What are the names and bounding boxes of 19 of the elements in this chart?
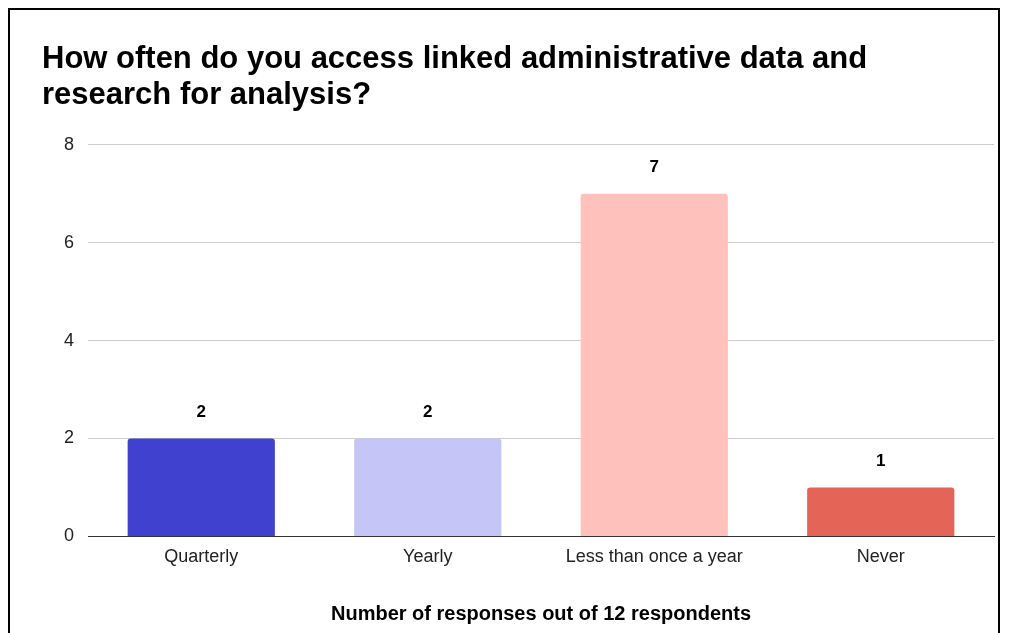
y-tick-label: 0 — [64, 525, 75, 546]
bar — [807, 487, 955, 536]
bar — [354, 438, 502, 536]
data-label: 7 — [649, 156, 659, 176]
data-label: 2 — [423, 401, 433, 421]
x-tick-label: Never — [856, 546, 905, 567]
bar — [127, 438, 275, 536]
data-label: 2 — [196, 401, 206, 421]
y-tick-label: 2 — [64, 427, 75, 448]
data-label: 1 — [876, 450, 886, 470]
y-tick-label: 8 — [64, 133, 75, 154]
x-tick-label: Yearly — [403, 546, 453, 567]
x-tick-label: Less than once a year — [565, 546, 743, 567]
y-tick-label: 6 — [64, 231, 75, 252]
x-axis-title: Number of responses out of 12 respondents — [330, 601, 752, 624]
y-tick-label: 4 — [64, 329, 75, 350]
chart-title: How often do you access linked administrative data and research for analysis? — [42, 40, 869, 112]
x-tick-label: Quarterly — [164, 546, 239, 567]
bar — [580, 193, 728, 536]
